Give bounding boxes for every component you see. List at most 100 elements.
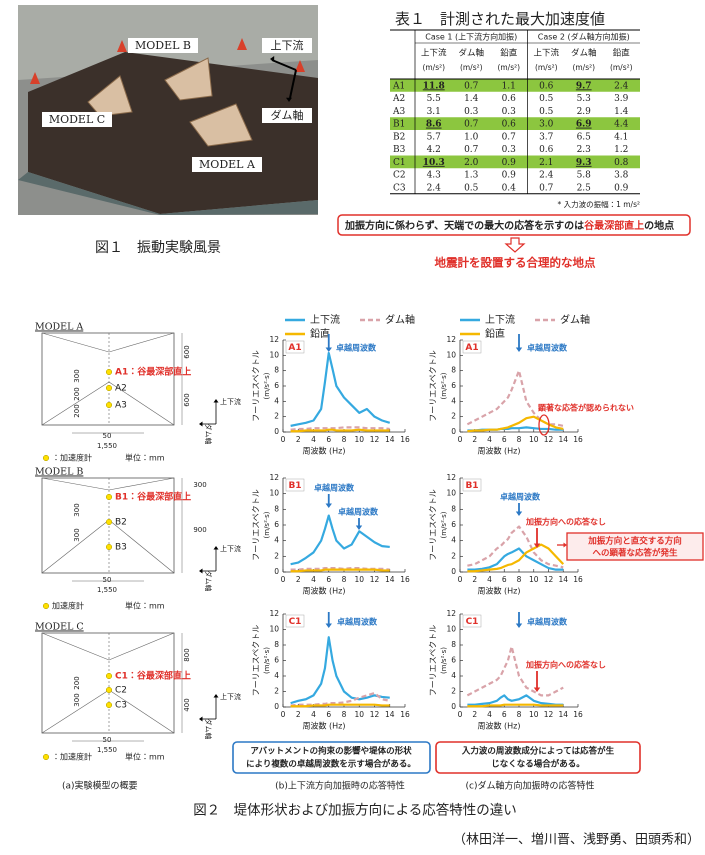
table-cell: 5.8 [577,171,592,181]
y-tick-label: 0 [451,702,456,711]
x-axis-label: 周波数 (Hz) [478,586,521,596]
x-tick-label: 4 [311,575,316,584]
legend-label: 鉛直 [485,327,505,340]
line [108,632,175,661]
accelerometer [105,543,113,551]
highlight-ellipse [538,414,550,436]
note-line: への顕著な応答が発生 [592,548,678,559]
callout-text: 加振方向に係わらず、天端での最大の応答を示すのは谷最深部直上の地点 [344,219,674,232]
x-tick-label: 14 [385,710,395,719]
x-tick-label: 0 [458,710,463,719]
table-cell: 1.0 [464,132,479,142]
photo-label: MODEL A [199,158,256,171]
y-tick-label: 6 [274,520,279,529]
arrow-head [325,347,332,352]
table-cell: 0.3 [502,145,517,155]
y-tick-label: 2 [451,551,456,560]
arrow-head [213,694,219,698]
column-unit: (m/s²) [422,63,445,72]
x-tick-label: 0 [458,435,463,444]
sensor-legend: 加速度計 [52,601,84,611]
table-cell: 2.0 [464,158,479,168]
dimension: 300 [73,503,81,516]
arrow-head [533,543,541,548]
arrow-head [515,511,523,516]
y-tick-label: 8 [451,640,456,649]
y-tick-label: 4 [451,396,456,405]
x-tick-label: 12 [370,710,380,719]
y-tick-label: 4 [451,671,456,680]
table-cell: 0.8 [614,158,629,168]
series-line [290,351,391,427]
x-tick-label: 14 [385,575,395,584]
point-label: B3 [115,543,127,553]
x-tick-label: 0 [458,575,463,584]
row-label: A1 [392,81,405,91]
table-cell: 10.3 [423,158,445,168]
table-cell: 2.9 [577,107,592,117]
point-label: C1：谷最深部直上 [115,670,191,682]
figure-caption: 図１ 振動実験風景 [95,240,221,256]
arrow-head [515,347,523,352]
x-tick-label: 16 [573,575,583,584]
table-cell: 0.3 [464,107,479,117]
table-cell: 2.4 [427,183,442,193]
table-cell: 11.8 [423,81,445,91]
arrow-head [213,546,219,550]
column-header: ダム軸 [571,48,597,59]
row-label: A3 [392,107,405,117]
y-tick-label: 8 [451,504,456,513]
x-axis-label: 周波数 (Hz) [303,586,346,596]
dimension: 300 [73,693,81,706]
y-tick-label: 10 [269,625,279,634]
x-tick-label: 16 [400,435,410,444]
chart-tag: B1 [288,481,301,491]
arrow-head [199,716,203,722]
model-outline [41,477,175,574]
y-tick-label: 8 [274,640,279,649]
table-cell: 0.5 [539,107,554,117]
series-line [290,426,390,431]
table-cell: 0.3 [502,107,517,117]
x-tick-label: 10 [529,435,539,444]
arrow-head [199,421,203,427]
photo-label: MODEL B [135,39,191,52]
y-tick-label: 0 [274,567,279,576]
x-tick-label: 10 [354,435,364,444]
group-header: Case 1 (上下流方向加振) [425,32,517,42]
photo-label-box [128,38,198,53]
unit-label: 単位：mm [125,752,165,762]
chart-tag: C1 [466,617,479,627]
y-tick-label: 2 [451,687,456,696]
y-axis-unit: (m/s²·s) [263,372,271,399]
annotation: 顕著な応答が認められない [538,403,634,413]
table-cell: 8.6 [426,120,442,130]
x-tick-label: 2 [296,435,301,444]
table-cell: 0.9 [502,158,517,168]
legend-label: 鉛直 [310,327,330,340]
y-tick-label: 8 [451,366,456,375]
x-tick-label: 12 [370,575,380,584]
series-line [467,525,564,569]
y-tick-label: 10 [446,350,456,359]
photo-model [164,57,213,101]
y-axis-unit: (m/s²·s) [263,647,271,674]
dimension: 300 [73,369,81,382]
arrow-head [270,56,275,62]
arrow-head [515,623,523,628]
table-cell: 6.9 [576,120,592,130]
photo-cone [295,60,305,72]
y-axis-label: フーリエスペクトル [429,489,438,560]
row-label: C3 [393,183,406,193]
accelerometer [105,368,113,376]
finding-text: アバットメントの拘束の影響や堤体の形状 [250,746,412,757]
x-tick-label: 4 [311,710,316,719]
y-axis-label: フーリエスペクトル [252,625,261,696]
x-tick-label: 12 [544,575,554,584]
series-line [290,691,390,707]
axis-symbol-label: ダム軸 [204,424,213,445]
point-label: A1：谷最深部直上 [115,366,191,378]
unit-label: 単位：mm [125,453,165,463]
dimension: 600 [183,393,191,406]
